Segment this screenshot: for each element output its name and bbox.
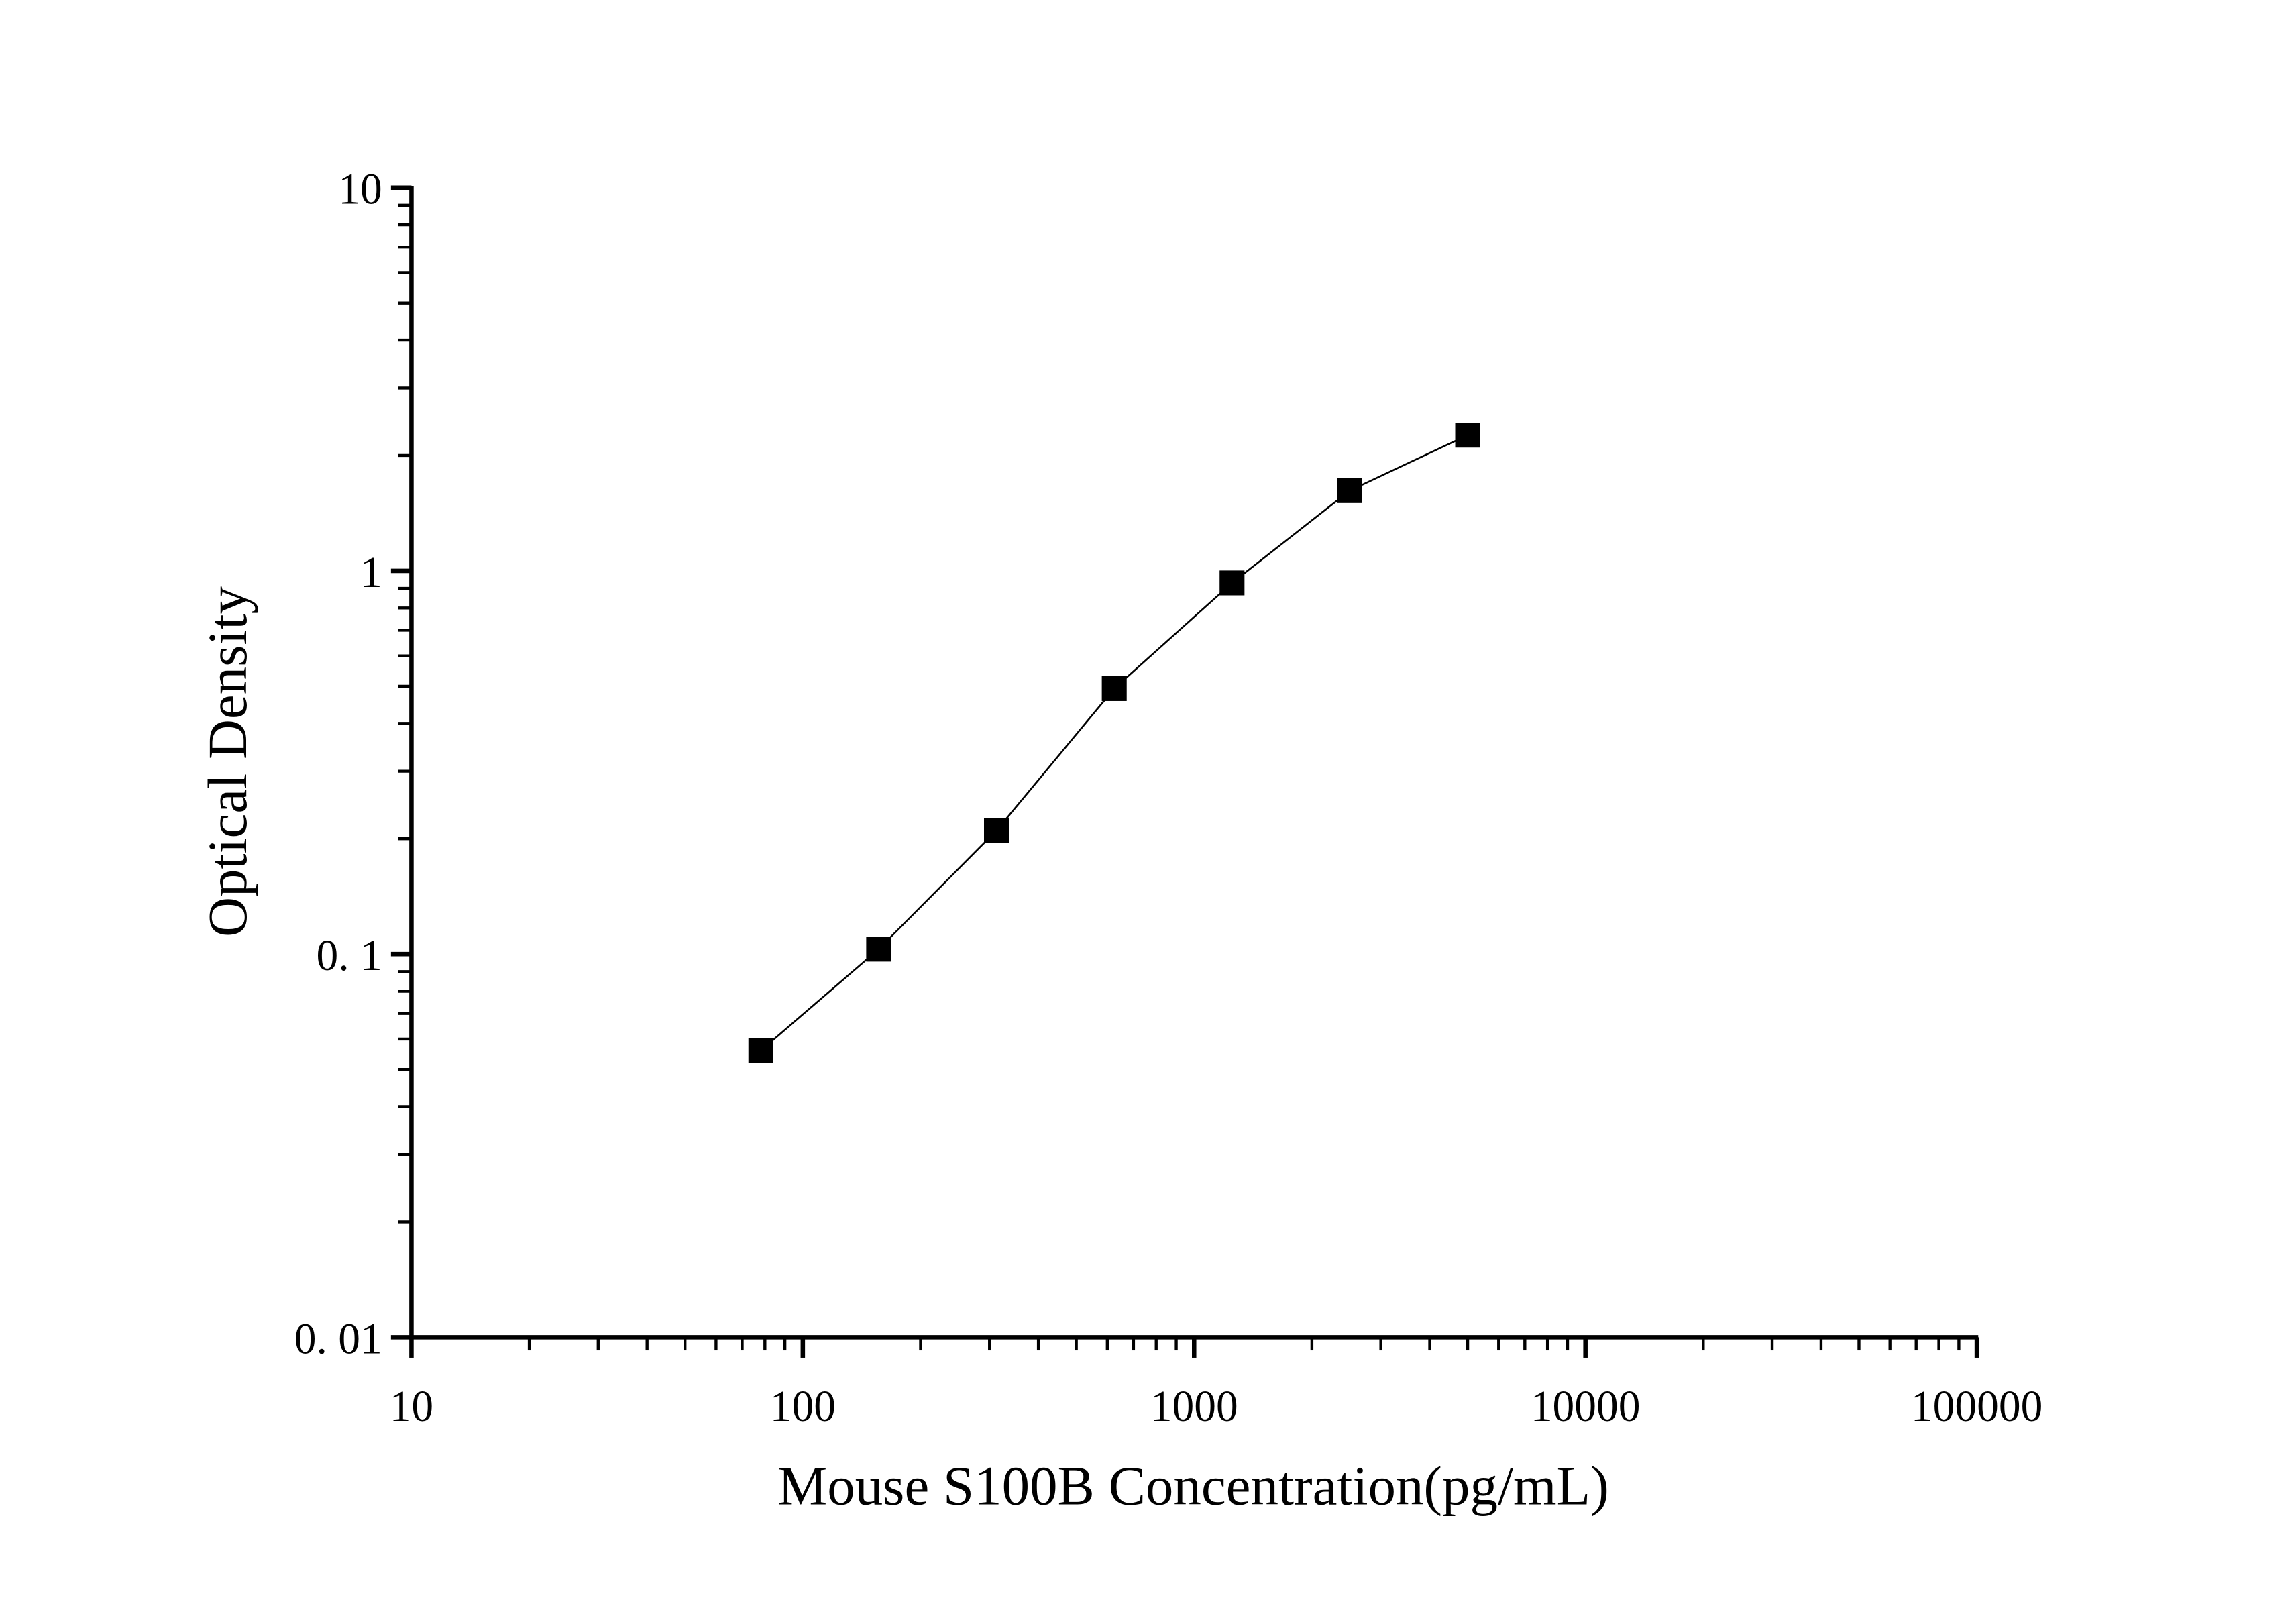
- data-point: [1455, 423, 1480, 448]
- data-point: [983, 818, 1009, 843]
- plot-area: [748, 423, 1480, 1063]
- data-point: [1101, 676, 1127, 701]
- y-axis-label: Optical Density: [197, 586, 258, 937]
- x-tick-label: 100: [770, 1383, 836, 1431]
- data-point: [1337, 478, 1362, 503]
- data-point: [1219, 570, 1245, 596]
- y-tick-label: 0. 1: [317, 932, 382, 980]
- y-tick-label: 0. 01: [294, 1315, 382, 1363]
- x-axis-label: Mouse S100B Concentration(pg/mL): [778, 1454, 1609, 1516]
- axes: [390, 185, 1979, 1358]
- data-point: [748, 1038, 773, 1063]
- x-tick-label: 100000: [1911, 1383, 2042, 1431]
- x-tick-label: 1000: [1150, 1383, 1238, 1431]
- y-tick-label: 1: [360, 549, 382, 597]
- x-tick-label: 10: [390, 1383, 433, 1431]
- y-tick-label: 10: [338, 166, 382, 214]
- data-point: [866, 937, 891, 962]
- tick-labels: 10 100 1000 10000 100000 0. 01 0. 1 1 10: [294, 166, 2043, 1431]
- x-tick-label: 10000: [1531, 1383, 1641, 1431]
